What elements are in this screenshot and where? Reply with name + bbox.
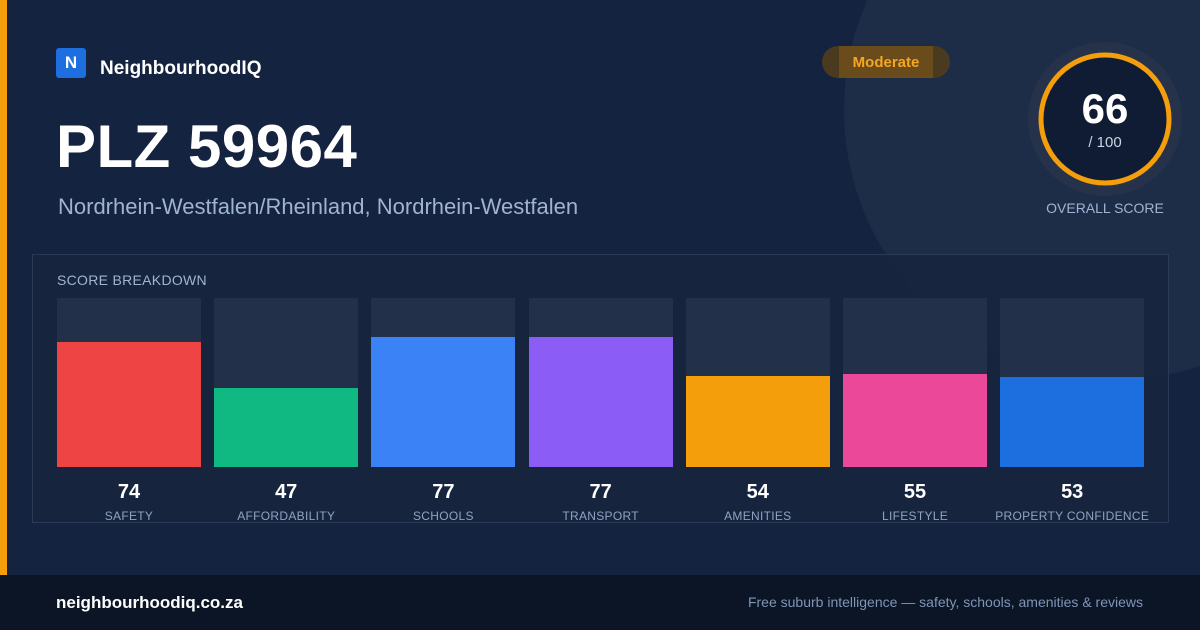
bar-track xyxy=(685,298,830,467)
accent-bar xyxy=(0,0,7,575)
rating-badge-label: Moderate xyxy=(838,46,934,78)
location-subtitle: Nordrhein-Westfalen/Rheinland, Nordrhein… xyxy=(58,194,579,219)
footer-tagline: Free suburb intelligence — safety, schoo… xyxy=(747,594,1143,610)
footer-domain-link[interactable]: neighbourhoodiq.co.za xyxy=(56,593,243,612)
bar-label: SAFETY xyxy=(104,509,154,523)
overall-score-caption: OVERALL SCORE xyxy=(1046,200,1164,216)
brand[interactable]: N NeighbourhoodIQ xyxy=(56,46,261,80)
bar-label: LIFESTYLE xyxy=(881,509,949,523)
bar-label: AMENITIES xyxy=(724,509,792,523)
bar-track xyxy=(843,298,987,467)
bar-track xyxy=(214,298,359,467)
bar-label: SCHOOLS xyxy=(412,509,474,523)
bar-track xyxy=(371,298,516,467)
bar-value: 77 xyxy=(432,481,455,503)
score-bar-schools: 77 SCHOOLS xyxy=(371,298,516,524)
score-bar-affordability: 47 AFFORDABILITY xyxy=(214,298,359,524)
bar-value: 53 xyxy=(1061,481,1084,503)
bar-fill xyxy=(528,337,673,467)
overall-score-gauge: 66 / 100 xyxy=(1028,42,1182,196)
bar-track xyxy=(57,298,201,467)
bar-label: AFFORDABILITY xyxy=(237,509,336,523)
score-bar-transport: 77 TRANSPORT xyxy=(528,298,673,524)
score-bar-lifestyle: 55 LIFESTYLE xyxy=(843,298,987,524)
bar-value: 55 xyxy=(903,481,927,503)
bar-fill xyxy=(214,388,359,467)
bar-fill xyxy=(843,374,987,467)
score-bar-amenities: 54 AMENITIES xyxy=(685,298,830,524)
overall-score-value: 66 xyxy=(1081,85,1129,132)
bar-track xyxy=(1000,298,1145,467)
footer: neighbourhoodiq.co.za Free suburb intell… xyxy=(0,575,1200,630)
bar-track xyxy=(528,298,673,467)
brand-logo-icon: N xyxy=(56,48,86,78)
score-bar-safety: 74 SAFETY xyxy=(57,298,201,524)
score-breakdown-panel: SCORE BREAKDOWN 74 SAFETY 47 AFFORDABILITY 7… xyxy=(32,254,1169,523)
rating-badge: Moderate xyxy=(822,46,950,78)
score-bar-property-confidence: 53 PROPERTY CONFIDENCE xyxy=(995,298,1149,524)
gauge-ring xyxy=(1038,52,1172,186)
score-breakdown-title: SCORE BREAKDOWN xyxy=(57,272,207,288)
bar-value: 77 xyxy=(589,481,612,503)
brand-name: NeighbourhoodIQ xyxy=(100,58,262,79)
bar-value: 54 xyxy=(746,481,769,503)
bar-fill xyxy=(57,342,201,467)
bar-value: 47 xyxy=(275,481,298,503)
bar-fill xyxy=(1000,377,1145,467)
bar-fill xyxy=(371,337,516,467)
page-title: PLZ 59964 xyxy=(56,113,358,180)
overall-score-max: / 100 xyxy=(1088,134,1122,151)
bar-label: PROPERTY CONFIDENCE xyxy=(995,509,1150,523)
bar-value: 74 xyxy=(117,481,141,503)
bar-label: TRANSPORT xyxy=(562,509,639,523)
bar-fill xyxy=(685,376,830,467)
gauge-ring-arc xyxy=(1038,52,1172,186)
